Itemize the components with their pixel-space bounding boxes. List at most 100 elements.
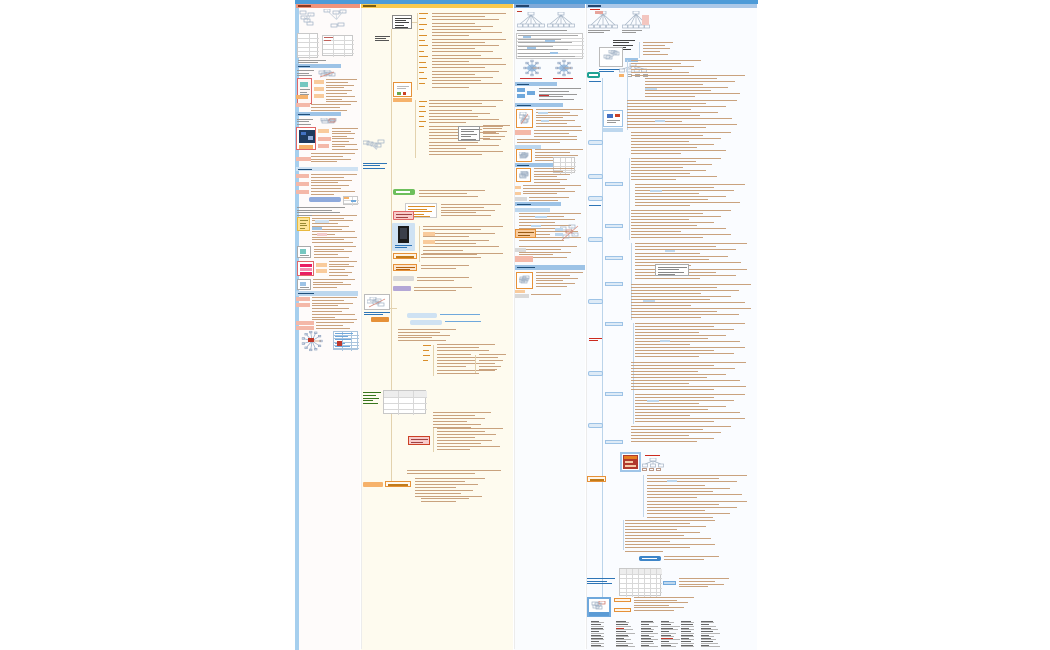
vocab-def xyxy=(616,632,635,634)
text-line xyxy=(518,234,530,236)
text-lines xyxy=(483,125,510,142)
text-line xyxy=(631,305,691,306)
text-line xyxy=(433,421,467,422)
text-line xyxy=(311,176,345,178)
text-line xyxy=(631,222,714,223)
blue-node xyxy=(605,224,623,228)
text-line xyxy=(631,132,731,133)
text-lines xyxy=(631,284,751,320)
text-line xyxy=(534,179,568,181)
text-line xyxy=(421,265,469,266)
text-line xyxy=(625,551,663,552)
text-line xyxy=(433,415,475,416)
orange-node xyxy=(371,317,389,322)
text-line xyxy=(432,64,506,66)
pink-node xyxy=(408,436,430,445)
text-line xyxy=(631,302,745,303)
text-line xyxy=(631,173,691,174)
vocab-word xyxy=(681,621,691,622)
vocab-def xyxy=(591,625,604,627)
grid-line xyxy=(565,158,566,174)
text-line xyxy=(419,23,428,25)
text-line xyxy=(519,240,564,241)
text-line xyxy=(647,510,705,512)
text-line xyxy=(647,513,730,515)
text-line xyxy=(415,496,482,497)
text-line xyxy=(432,80,481,82)
trunk-line xyxy=(391,29,392,485)
vocab-def xyxy=(701,646,720,647)
text-line xyxy=(429,116,478,117)
spine-line xyxy=(602,78,603,615)
text-lines xyxy=(297,207,345,217)
vocab-word xyxy=(591,624,601,626)
text-line xyxy=(631,167,684,168)
vocab-word xyxy=(641,644,649,646)
text-lines xyxy=(363,392,381,406)
vocab-word xyxy=(661,638,673,639)
gray-node xyxy=(515,197,527,201)
text-line xyxy=(647,487,730,489)
text-line xyxy=(539,90,570,92)
text-line xyxy=(631,216,721,217)
text-line xyxy=(634,597,694,598)
text-line xyxy=(437,366,466,368)
text-line xyxy=(631,161,696,162)
text-line xyxy=(635,409,708,410)
text-line xyxy=(429,109,472,111)
text-line xyxy=(635,252,700,254)
text-line xyxy=(419,111,427,112)
text-line xyxy=(631,228,726,229)
text-lines xyxy=(398,329,456,343)
text-lines xyxy=(539,95,549,97)
text-lines xyxy=(407,470,501,476)
text-line xyxy=(419,61,426,63)
text-line xyxy=(312,220,353,222)
text-line xyxy=(300,222,306,224)
text-line xyxy=(479,363,495,364)
text-lines xyxy=(589,338,602,342)
section-bar xyxy=(296,291,358,296)
text-line xyxy=(635,356,699,357)
text-line xyxy=(429,112,491,114)
vocab-def xyxy=(616,636,629,637)
text-line xyxy=(363,392,381,393)
text-line xyxy=(423,350,429,351)
text-line xyxy=(421,498,469,499)
text-line xyxy=(397,86,409,87)
section-bar xyxy=(515,208,550,212)
text-line xyxy=(419,67,428,68)
text-line xyxy=(631,287,718,288)
text-line xyxy=(398,340,447,342)
vocab-word xyxy=(591,621,599,622)
grid-line xyxy=(620,592,662,594)
text-lines xyxy=(421,265,469,271)
text-line xyxy=(534,132,569,134)
branch-bracket xyxy=(417,13,418,90)
text-line xyxy=(645,87,728,88)
text-line xyxy=(429,119,500,121)
box xyxy=(337,341,342,346)
text-lines xyxy=(635,243,747,281)
vocab-def xyxy=(661,632,676,634)
thumbnail-frame xyxy=(516,109,533,128)
text-lines xyxy=(625,520,715,550)
text-line xyxy=(432,61,469,62)
text-line xyxy=(316,324,344,326)
text-line xyxy=(363,165,381,167)
vocab-def xyxy=(641,632,658,634)
text-line xyxy=(329,274,348,276)
text-line xyxy=(631,72,690,73)
text-line xyxy=(429,151,503,153)
text-line xyxy=(518,35,578,36)
text-line xyxy=(408,216,431,218)
green-node xyxy=(393,189,415,195)
text-line xyxy=(437,350,490,352)
text-lines xyxy=(395,245,412,249)
text-line xyxy=(519,237,581,238)
node-pill xyxy=(515,186,521,189)
text-line xyxy=(534,173,570,175)
vocab-def xyxy=(661,629,678,630)
text-line xyxy=(408,208,428,210)
text-line xyxy=(635,259,709,260)
